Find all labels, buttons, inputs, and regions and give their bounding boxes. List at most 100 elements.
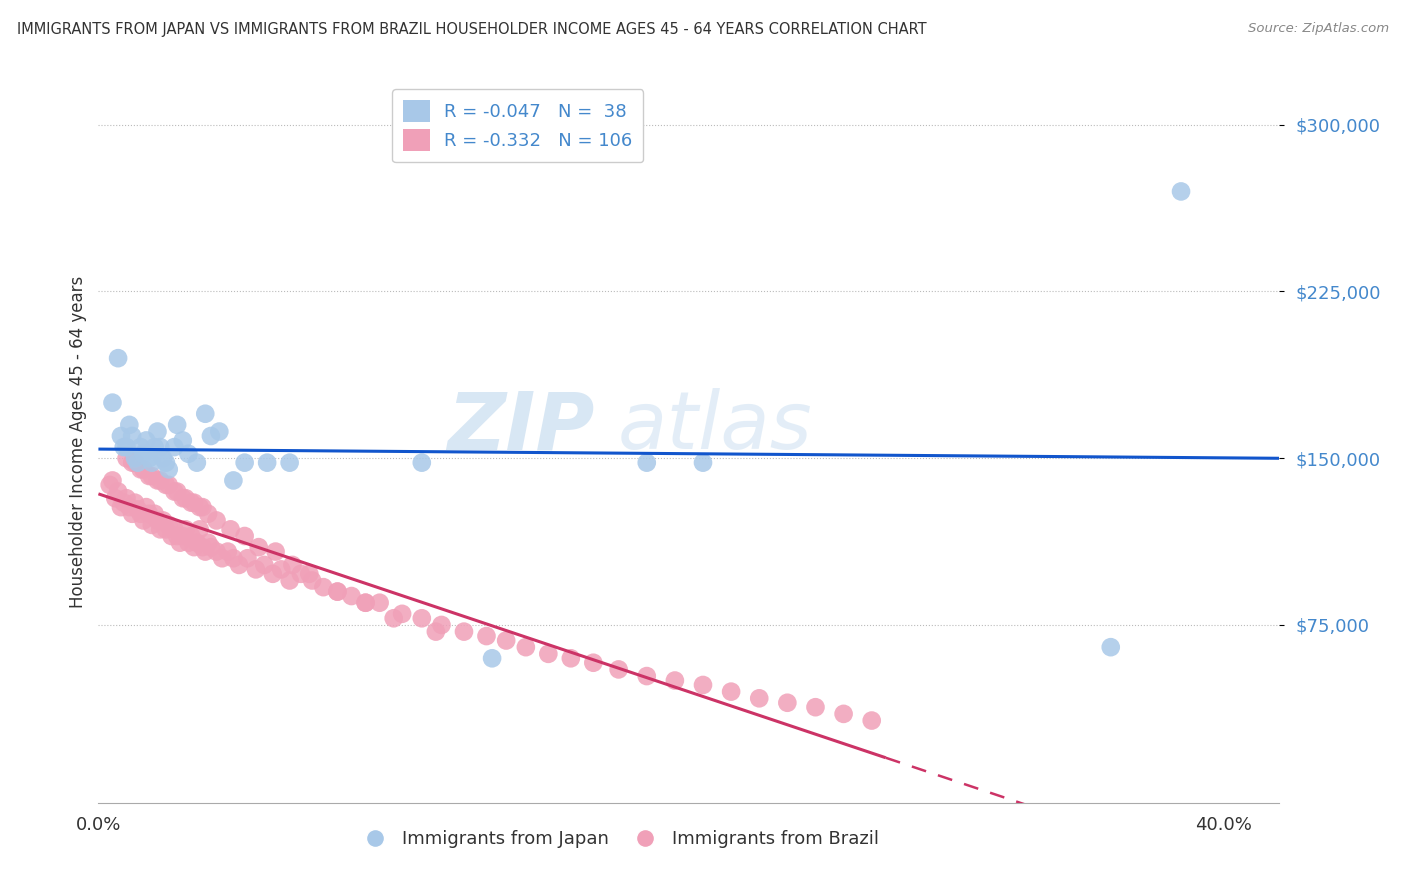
Point	[281, 558, 304, 572]
Point	[157, 517, 180, 532]
Point	[121, 429, 143, 443]
Point	[270, 562, 292, 576]
Point	[692, 678, 714, 692]
Point	[301, 574, 323, 588]
Point	[391, 607, 413, 621]
Point	[172, 529, 194, 543]
Point	[245, 562, 267, 576]
Y-axis label: Householder Income Ages 45 - 64 years: Householder Income Ages 45 - 64 years	[69, 276, 87, 607]
Point	[233, 529, 256, 543]
Point	[368, 596, 391, 610]
Point	[174, 491, 197, 506]
Point	[107, 484, 129, 499]
Point	[98, 478, 121, 492]
Point	[191, 540, 214, 554]
Point	[515, 640, 537, 655]
Point	[256, 456, 278, 470]
Point	[132, 513, 155, 527]
Point	[748, 691, 770, 706]
Point	[664, 673, 686, 688]
Point	[832, 706, 855, 721]
Point	[163, 522, 186, 536]
Point	[411, 456, 433, 470]
Point	[222, 474, 245, 488]
Point	[453, 624, 475, 639]
Point	[129, 440, 152, 454]
Point	[247, 540, 270, 554]
Point	[382, 611, 405, 625]
Point	[143, 507, 166, 521]
Text: atlas: atlas	[619, 388, 813, 467]
Point	[194, 407, 217, 421]
Point	[172, 434, 194, 448]
Point	[135, 500, 157, 515]
Point	[582, 656, 605, 670]
Point	[166, 484, 188, 499]
Point	[692, 456, 714, 470]
Point	[110, 500, 132, 515]
Point	[112, 440, 135, 454]
Point	[163, 440, 186, 454]
Point	[200, 540, 222, 554]
Point	[152, 451, 174, 466]
Point	[141, 469, 163, 483]
Point	[127, 456, 149, 470]
Point	[180, 529, 202, 543]
Point	[124, 451, 146, 466]
Point	[1170, 185, 1192, 199]
Point	[200, 429, 222, 443]
Point	[186, 535, 208, 549]
Point	[141, 517, 163, 532]
Point	[107, 351, 129, 366]
Point	[129, 507, 152, 521]
Point	[197, 535, 219, 549]
Point	[537, 647, 560, 661]
Point	[425, 624, 447, 639]
Text: Source: ZipAtlas.com: Source: ZipAtlas.com	[1249, 22, 1389, 36]
Point	[172, 491, 194, 506]
Text: IMMIGRANTS FROM JAPAN VS IMMIGRANTS FROM BRAZIL HOUSEHOLDER INCOME AGES 45 - 64 : IMMIGRANTS FROM JAPAN VS IMMIGRANTS FROM…	[17, 22, 927, 37]
Point	[110, 429, 132, 443]
Point	[188, 522, 211, 536]
Point	[121, 456, 143, 470]
Point	[104, 491, 127, 506]
Point	[298, 566, 321, 581]
Point	[138, 451, 160, 466]
Point	[228, 558, 250, 572]
Point	[174, 522, 197, 536]
Point	[121, 507, 143, 521]
Point	[138, 469, 160, 483]
Point	[636, 669, 658, 683]
Point	[197, 507, 219, 521]
Point	[262, 566, 284, 581]
Point	[169, 535, 191, 549]
Point	[129, 462, 152, 476]
Point	[115, 451, 138, 466]
Point	[475, 629, 498, 643]
Point	[188, 500, 211, 515]
Point	[804, 700, 827, 714]
Point	[149, 440, 172, 454]
Point	[208, 425, 231, 439]
Point	[177, 447, 200, 461]
Point	[278, 574, 301, 588]
Point	[118, 417, 141, 432]
Point	[149, 522, 172, 536]
Point	[160, 529, 183, 543]
Point	[481, 651, 503, 665]
Point	[290, 566, 312, 581]
Point	[219, 522, 242, 536]
Point	[264, 544, 287, 558]
Point	[157, 462, 180, 476]
Point	[720, 684, 742, 698]
Point	[636, 456, 658, 470]
Point	[183, 540, 205, 554]
Point	[146, 474, 169, 488]
Point	[101, 395, 124, 409]
Point	[146, 425, 169, 439]
Point	[776, 696, 799, 710]
Point	[607, 662, 630, 676]
Point	[278, 456, 301, 470]
Point	[411, 611, 433, 625]
Point	[127, 502, 149, 516]
